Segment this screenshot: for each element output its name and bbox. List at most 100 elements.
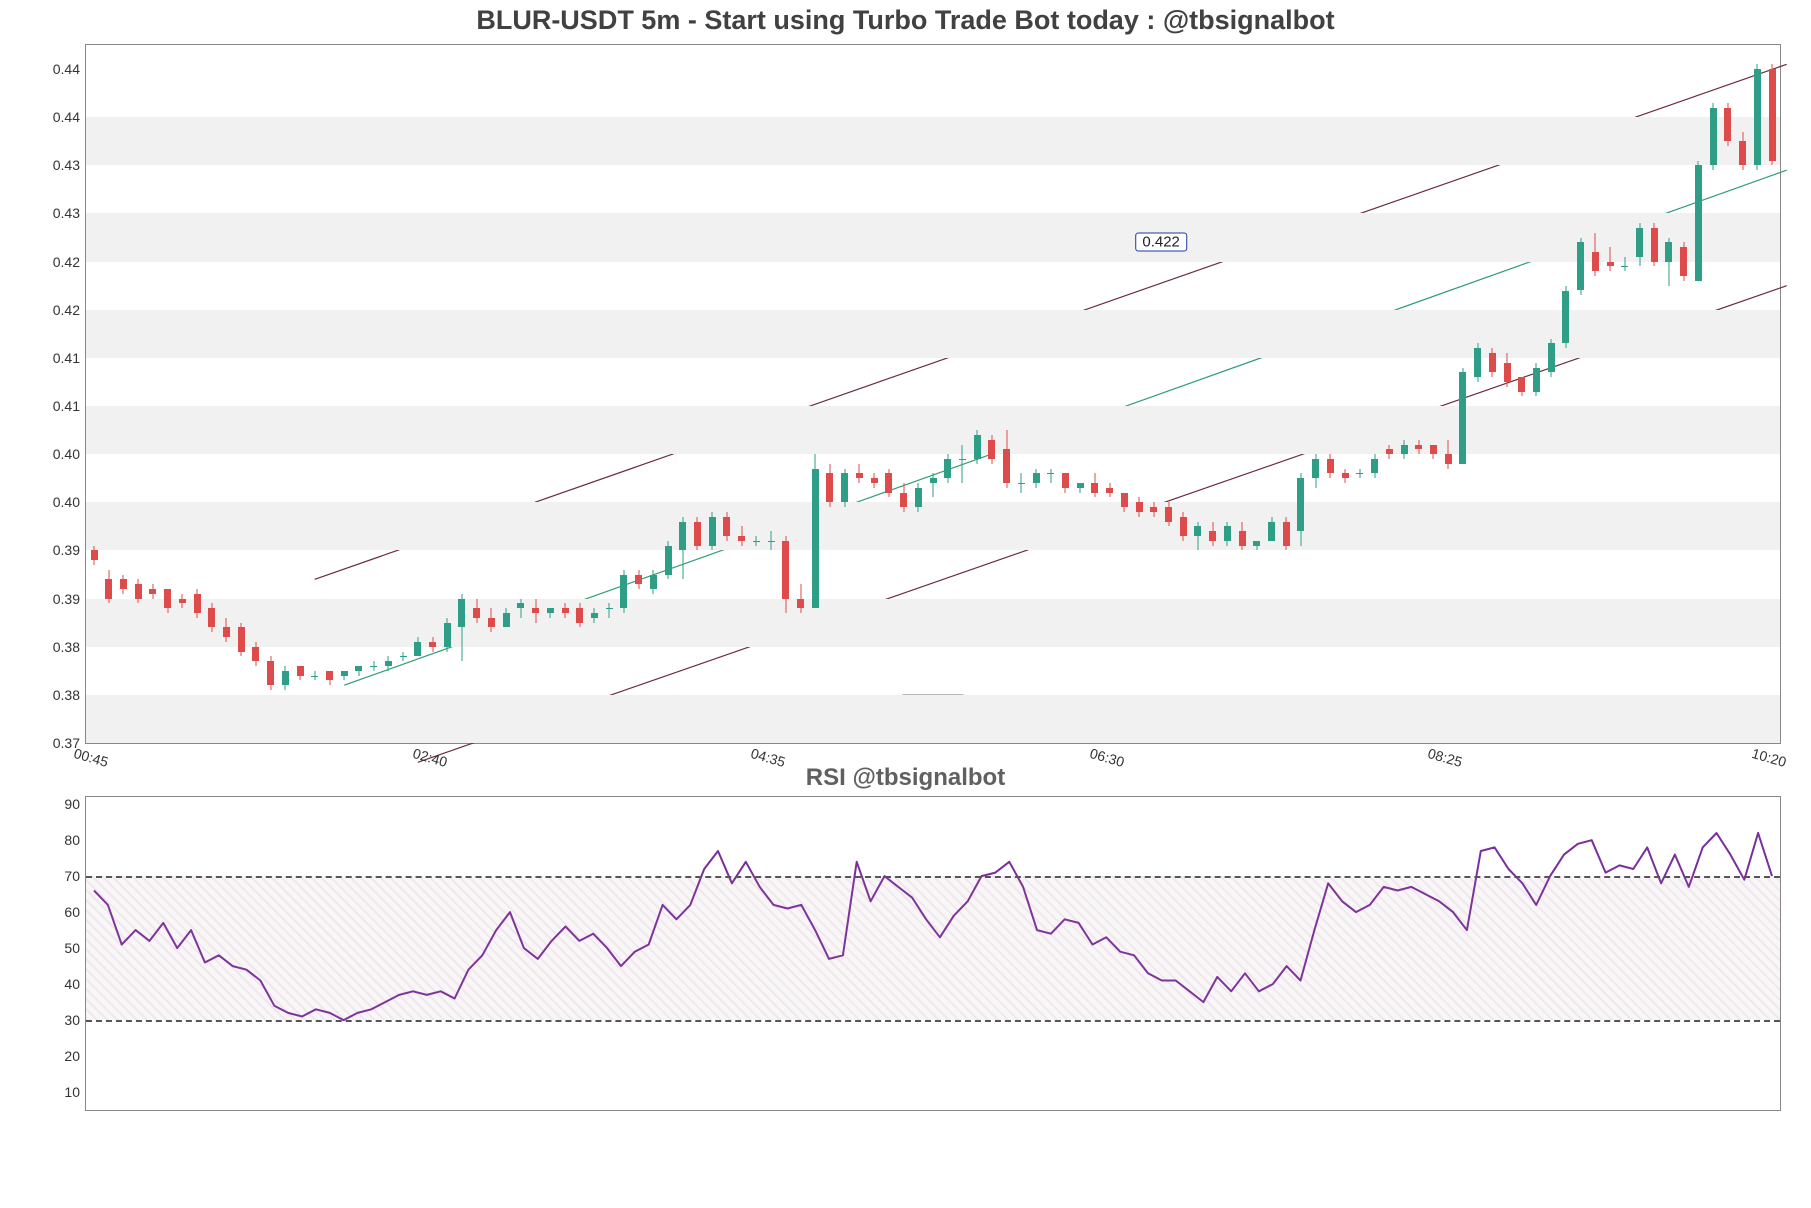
grid-band	[86, 599, 1780, 647]
candle	[429, 637, 436, 651]
price-annotation: 0.422	[1135, 233, 1187, 252]
candle	[606, 603, 613, 617]
candle	[1003, 430, 1010, 488]
candle	[753, 536, 760, 546]
candle	[797, 584, 804, 613]
candle	[1724, 103, 1731, 146]
candle	[208, 603, 215, 632]
candle	[105, 570, 112, 604]
candle	[1445, 440, 1452, 469]
candle	[1356, 469, 1363, 479]
candle	[562, 603, 569, 617]
candle	[1401, 440, 1408, 459]
candle	[1577, 238, 1584, 296]
candle	[1165, 502, 1172, 526]
candle	[768, 531, 775, 550]
candle	[915, 483, 922, 512]
candle	[738, 526, 745, 545]
candle	[826, 464, 833, 507]
candle	[385, 656, 392, 670]
candle	[444, 618, 451, 652]
candle	[1297, 473, 1304, 545]
candle	[782, 536, 789, 613]
y-tick-label: 0.42	[53, 302, 80, 318]
candle	[1371, 454, 1378, 478]
y-tick-label: 0.39	[53, 542, 80, 558]
candle	[311, 671, 318, 681]
candle	[1504, 353, 1511, 387]
y-tick-label: 0.42	[53, 254, 80, 270]
candle	[179, 594, 186, 608]
grid-band	[86, 117, 1780, 165]
y-tick-label: 50	[64, 940, 80, 956]
candle	[1106, 483, 1113, 497]
rsi-chart-area: 102030405060708090	[85, 796, 1781, 1111]
y-tick-label: 0.44	[53, 61, 80, 77]
candle	[841, 469, 848, 508]
candle	[635, 570, 642, 589]
grid-band	[86, 695, 1780, 743]
candle	[1209, 522, 1216, 546]
candle	[414, 637, 421, 656]
candle	[1562, 286, 1569, 349]
y-tick-label: 0.44	[53, 109, 80, 125]
candle	[1268, 517, 1275, 541]
y-tick-label: 60	[64, 904, 80, 920]
candle	[1651, 223, 1658, 266]
candle	[1283, 517, 1290, 551]
candle	[1386, 445, 1393, 459]
candle	[252, 642, 259, 666]
y-tick-label: 80	[64, 832, 80, 848]
candle	[1754, 64, 1761, 170]
candle	[576, 603, 583, 627]
candle	[149, 584, 156, 598]
grid-band	[86, 406, 1780, 454]
y-tick-label: 20	[64, 1048, 80, 1064]
candle	[370, 661, 377, 671]
candle	[355, 666, 362, 676]
candle	[1548, 339, 1555, 378]
candle	[503, 608, 510, 627]
candle	[1430, 445, 1437, 459]
candle	[120, 575, 127, 594]
price-chart-area: Sup 0.370.380.380.390.390.400.400.410.41…	[85, 44, 1781, 744]
candle	[1091, 473, 1098, 497]
candle	[1342, 469, 1349, 483]
candle	[473, 599, 480, 623]
candle	[1474, 343, 1481, 382]
candle	[1415, 440, 1422, 454]
candle	[164, 589, 171, 613]
candle	[135, 579, 142, 603]
y-tick-label: 0.43	[53, 157, 80, 173]
price-chart-title: BLUR-USDT 5m - Start using Turbo Trade B…	[30, 5, 1781, 36]
rsi-threshold-line	[86, 876, 1780, 878]
candle	[591, 608, 598, 622]
candle	[1710, 103, 1717, 170]
candle	[458, 594, 465, 661]
candle	[282, 666, 289, 690]
candle	[665, 541, 672, 580]
grid-band	[86, 502, 1780, 550]
candle	[1636, 223, 1643, 266]
candle	[1047, 469, 1054, 483]
candle	[1607, 247, 1614, 271]
y-tick-label: 0.40	[53, 494, 80, 510]
y-tick-label: 0.41	[53, 398, 80, 414]
candle	[194, 589, 201, 618]
candle	[517, 599, 524, 618]
candle	[267, 656, 274, 690]
y-tick-label: 0.39	[53, 591, 80, 607]
candle	[871, 473, 878, 487]
candle	[1018, 473, 1025, 492]
candle	[723, 512, 730, 541]
grid-band	[86, 310, 1780, 358]
candle	[679, 517, 686, 580]
candle	[1312, 454, 1319, 488]
y-tick-label: 30	[64, 1012, 80, 1028]
y-tick-label: 0.40	[53, 446, 80, 462]
candle	[1327, 454, 1334, 478]
candle	[1033, 469, 1040, 488]
y-tick-label: 0.41	[53, 350, 80, 366]
candle	[1194, 522, 1201, 551]
candle	[650, 570, 657, 594]
